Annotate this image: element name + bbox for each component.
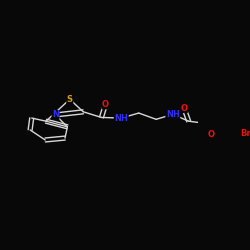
Text: NH: NH bbox=[166, 110, 180, 119]
Text: O: O bbox=[180, 104, 188, 112]
Text: NH: NH bbox=[114, 114, 128, 122]
Text: N: N bbox=[52, 110, 59, 120]
Text: Br: Br bbox=[240, 129, 250, 138]
Text: O: O bbox=[207, 130, 214, 140]
Text: O: O bbox=[102, 100, 109, 109]
Text: S: S bbox=[67, 95, 73, 104]
